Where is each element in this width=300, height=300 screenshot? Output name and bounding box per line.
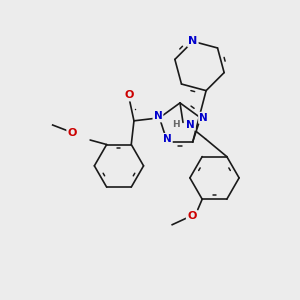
Text: O: O [125, 90, 134, 100]
Text: N: N [163, 134, 172, 144]
Text: O: O [187, 211, 196, 221]
Text: O: O [68, 128, 77, 137]
Text: H: H [172, 120, 179, 129]
Text: N: N [154, 111, 162, 121]
Text: N: N [188, 36, 197, 46]
Text: N: N [199, 113, 208, 123]
Text: N: N [186, 120, 195, 130]
